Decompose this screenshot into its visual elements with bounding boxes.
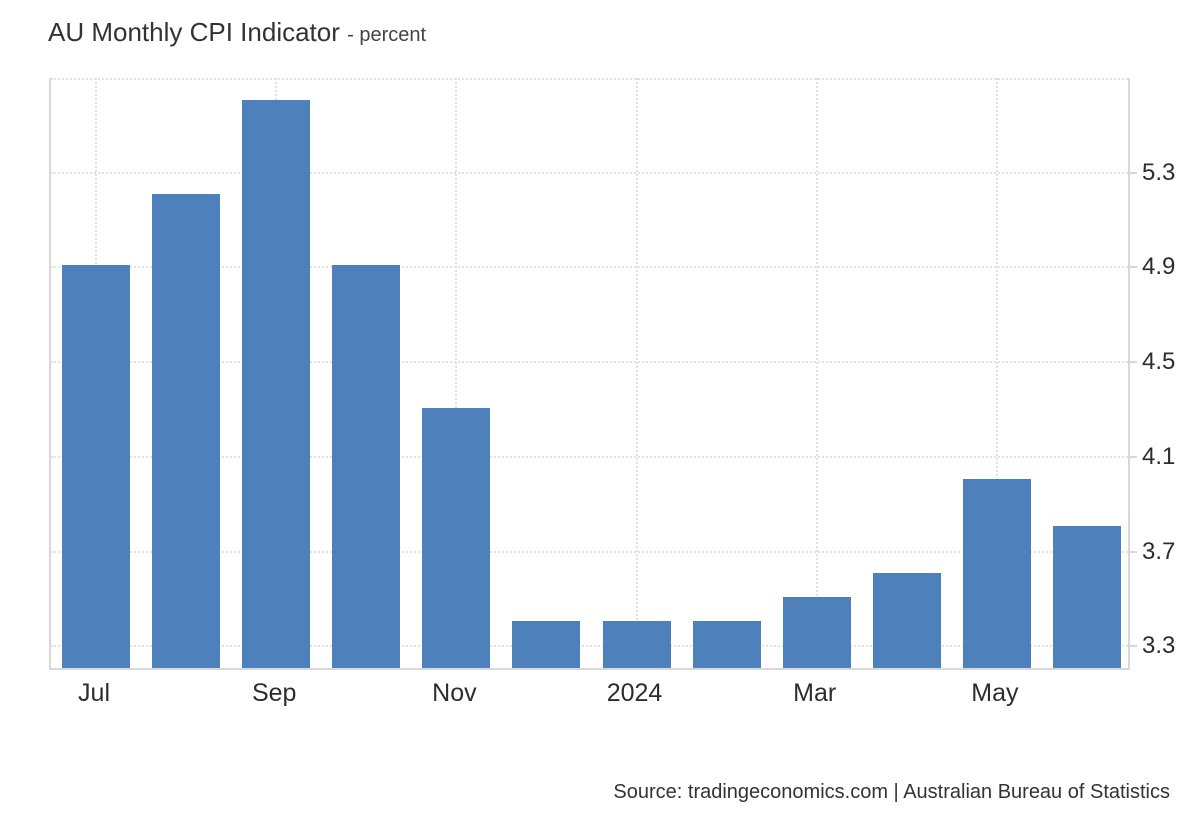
bar-sep-2023[interactable] bbox=[242, 100, 310, 668]
h-gridline bbox=[51, 455, 1128, 458]
y-axis-label: 3.3 bbox=[1142, 632, 1176, 660]
y-axis-tick bbox=[1128, 171, 1137, 174]
y-axis-label: 5.3 bbox=[1142, 158, 1176, 186]
bar-mar-2024[interactable] bbox=[783, 597, 851, 668]
v-gridline bbox=[635, 78, 638, 668]
bar-apr-2024[interactable] bbox=[873, 573, 941, 668]
h-gridline bbox=[51, 645, 1128, 648]
y-axis-label: 3.7 bbox=[1142, 537, 1176, 565]
bar-dec-2023[interactable] bbox=[512, 621, 580, 668]
chart-subtitle: - percent bbox=[347, 24, 427, 46]
y-axis-label: 4.5 bbox=[1142, 348, 1176, 376]
chart-title: AU Monthly CPI Indicator - percent bbox=[48, 17, 426, 48]
x-axis-label: 2024 bbox=[606, 679, 663, 707]
plot-area bbox=[49, 78, 1130, 670]
bar-may-2024[interactable] bbox=[963, 479, 1031, 668]
bar-oct-2023[interactable] bbox=[332, 265, 400, 668]
h-gridline bbox=[51, 550, 1128, 553]
bar-nov-2023[interactable] bbox=[422, 408, 490, 668]
plot-top-gridline bbox=[51, 78, 1128, 80]
v-gridline bbox=[815, 78, 818, 668]
bar-jan-2024[interactable] bbox=[603, 621, 671, 668]
chart-title-text: AU Monthly CPI Indicator bbox=[48, 17, 340, 47]
h-gridline bbox=[51, 361, 1128, 364]
y-axis-tick bbox=[1128, 455, 1137, 458]
v-gridline bbox=[455, 78, 458, 668]
bar-jun-2024[interactable] bbox=[1053, 526, 1121, 668]
h-gridline bbox=[51, 266, 1128, 269]
y-axis-label: 4.9 bbox=[1142, 253, 1176, 281]
source-attribution: Source: tradingeconomics.com | Australia… bbox=[613, 781, 1170, 803]
bar-feb-2024[interactable] bbox=[693, 621, 761, 668]
x-axis-label: Jul bbox=[78, 679, 111, 707]
y-axis-tick bbox=[1128, 645, 1137, 648]
y-axis-tick bbox=[1128, 361, 1137, 364]
x-axis-label: Nov bbox=[432, 679, 477, 707]
bar-aug-2023[interactable] bbox=[152, 194, 220, 668]
y-axis-tick bbox=[1128, 266, 1137, 269]
x-axis-label: May bbox=[971, 679, 1019, 707]
x-axis-label: Mar bbox=[793, 679, 837, 707]
h-gridline bbox=[51, 171, 1128, 174]
x-axis-label: Sep bbox=[251, 679, 297, 707]
y-axis-tick bbox=[1128, 550, 1137, 553]
bar-jul-2023[interactable] bbox=[62, 265, 130, 668]
v-gridline bbox=[995, 78, 998, 668]
y-axis-label: 4.1 bbox=[1142, 442, 1176, 470]
